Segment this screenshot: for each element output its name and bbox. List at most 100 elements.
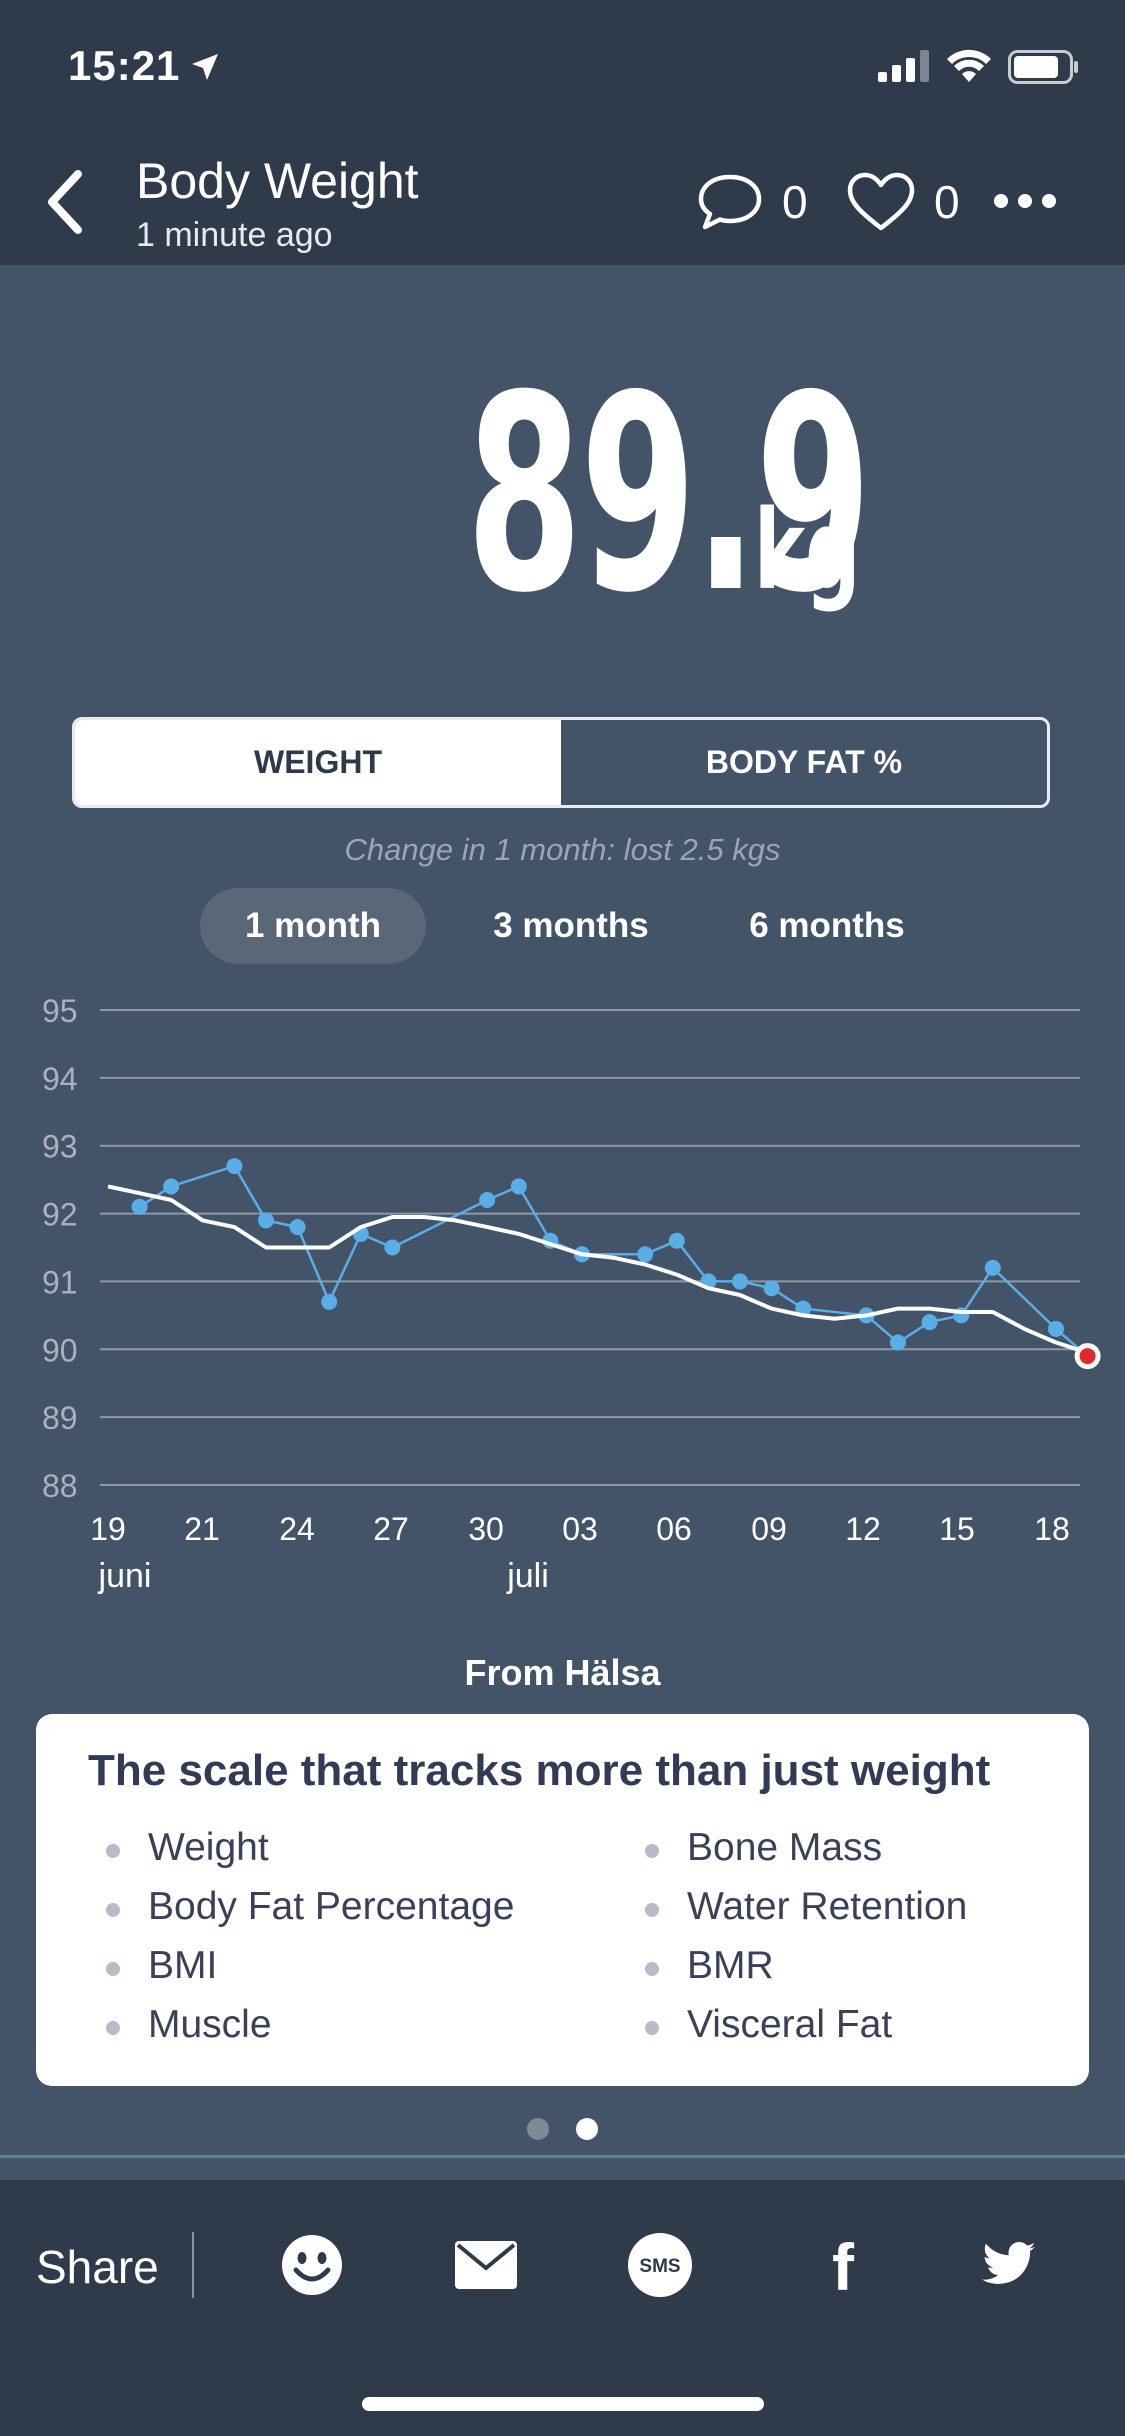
y-tick-label: 88 — [42, 1468, 78, 1504]
data-point — [321, 1293, 338, 1310]
feature-item: BMR — [645, 1944, 774, 1988]
status-bar: 15:21 — [0, 0, 1125, 130]
y-tick-label: 95 — [42, 993, 78, 1029]
x-tick-label: 15 — [939, 1511, 975, 1547]
pager-dot-active[interactable] — [576, 2118, 598, 2140]
page-title: Body Weight — [136, 153, 419, 209]
weight-chart: 95 94 93 92 91 90 89 88 19 21 24 27 30 03 06 09 12 15 18 ju… — [42, 993, 1101, 1595]
last-updated-text: 1 minute ago — [136, 216, 333, 254]
battery-icon — [1008, 50, 1078, 84]
weight-value: 89.9 — [466, 337, 873, 652]
data-point — [668, 1232, 685, 1249]
data-point — [510, 1178, 527, 1195]
tab-weight[interactable]: WEIGHT — [75, 720, 561, 805]
x-tick-label: 06 — [656, 1511, 692, 1547]
x-month-label: juli — [506, 1557, 549, 1595]
data-point — [479, 1192, 496, 1208]
share-emoji-button[interactable] — [277, 2230, 347, 2300]
data-point — [921, 1314, 938, 1331]
data-point — [226, 1158, 243, 1175]
data-point — [1048, 1320, 1064, 1337]
comment-bubble-icon — [698, 174, 762, 230]
promo-card[interactable]: The scale that tracks more than just wei… — [36, 1714, 1089, 2086]
more-options-icon[interactable] — [990, 188, 1060, 214]
comment-button[interactable]: 0 — [696, 170, 808, 234]
feature-item: Body Fat Percentage — [106, 1885, 514, 1929]
feature-item: Water Retention — [645, 1885, 967, 1929]
x-tick-label: 24 — [279, 1511, 315, 1547]
status-time: 15:21 — [68, 42, 181, 89]
emoji-icon — [282, 2235, 342, 2295]
y-tick-label: 89 — [42, 1400, 78, 1436]
like-count: 0 — [934, 176, 960, 228]
source-label: From Hälsa — [464, 1652, 661, 1693]
range-1-month[interactable]: 1 month — [200, 888, 426, 964]
x-tick-label: 21 — [184, 1511, 220, 1547]
heart-icon — [847, 172, 915, 231]
svg-text:SMS: SMS — [639, 2256, 680, 2277]
feature-item: Visceral Fat — [645, 2003, 892, 2047]
metric-segmented-control: WEIGHT BODY FAT % — [72, 717, 1050, 808]
y-tick-label: 93 — [42, 1129, 78, 1165]
carousel-pager — [0, 2118, 1125, 2142]
x-tick-label: 03 — [562, 1511, 598, 1547]
home-indicator — [362, 2397, 764, 2411]
twitter-icon — [982, 2242, 1036, 2284]
comment-count: 0 — [782, 176, 808, 228]
like-button[interactable]: 0 — [846, 170, 960, 234]
feature-item: Muscle — [106, 2003, 272, 2047]
pager-dot[interactable] — [527, 2118, 549, 2140]
wifi-icon — [947, 49, 991, 82]
x-tick-label: 18 — [1034, 1511, 1070, 1547]
mail-icon — [455, 2241, 517, 2289]
share-mail-button[interactable] — [451, 2230, 521, 2300]
back-chevron-icon[interactable] — [38, 166, 98, 238]
data-point — [637, 1246, 654, 1263]
range-3-months[interactable]: 3 months — [493, 906, 649, 945]
range-selector: 1 month 3 months 6 months — [0, 888, 1125, 964]
x-tick-label: 30 — [468, 1511, 504, 1547]
share-twitter-button[interactable] — [975, 2230, 1045, 2300]
app-header: Body Weight 1 minute ago 0 0 — [0, 130, 1125, 265]
data-point — [258, 1212, 274, 1229]
x-month-label: juni — [98, 1557, 152, 1595]
feature-item: BMI — [106, 1944, 217, 1988]
feature-item: Weight — [106, 1826, 269, 1870]
x-tick-label: 19 — [90, 1511, 126, 1547]
share-separator — [192, 2232, 194, 2298]
data-point — [763, 1280, 780, 1297]
data-point — [732, 1273, 748, 1290]
data-point — [890, 1334, 906, 1351]
data-point — [131, 1198, 148, 1215]
feature-item: Bone Mass — [645, 1826, 882, 1870]
data-point — [163, 1178, 180, 1195]
x-tick-label: 09 — [751, 1511, 787, 1547]
data-point — [984, 1259, 1001, 1276]
sms-icon: SMS — [628, 2233, 692, 2297]
trend-line — [107, 1184, 1089, 1355]
data-point — [289, 1219, 306, 1236]
share-facebook-button[interactable]: f — [808, 2230, 878, 2300]
share-label: Share — [36, 2241, 159, 2293]
y-tick-label: 94 — [42, 1061, 78, 1097]
current-weight-display: 89.9kg — [0, 360, 1125, 630]
divider-line — [0, 2155, 1125, 2158]
y-tick-label: 92 — [42, 1197, 78, 1233]
y-tick-label: 90 — [42, 1332, 78, 1368]
location-arrow-icon — [192, 54, 218, 80]
tab-body-fat[interactable]: BODY FAT % — [705, 744, 903, 780]
data-point — [384, 1239, 401, 1256]
measurement-line — [138, 1164, 1089, 1358]
svg-text:f: f — [832, 2234, 855, 2296]
x-tick-label: 27 — [373, 1511, 409, 1547]
change-summary: Change in 1 month: lost 2.5 kgs — [344, 832, 781, 867]
y-tick-label: 91 — [42, 1264, 78, 1300]
range-6-months[interactable]: 6 months — [749, 906, 905, 945]
share-sms-button[interactable]: SMS — [625, 2230, 695, 2300]
x-tick-label: 12 — [845, 1511, 881, 1547]
cellular-signal-icon — [878, 50, 929, 82]
promo-title: The scale that tracks more than just wei… — [88, 1746, 991, 1795]
facebook-icon: f — [832, 2234, 855, 2296]
share-bar: Share SMS f — [0, 2180, 1125, 2436]
latest-point — [1079, 1348, 1096, 1365]
